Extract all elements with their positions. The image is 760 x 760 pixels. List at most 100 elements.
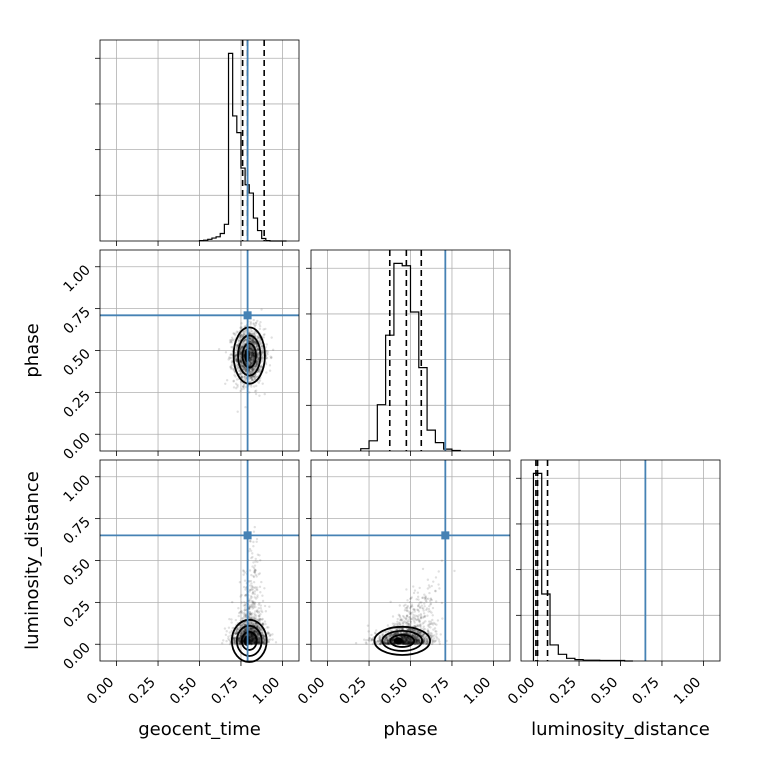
- sample-point: [251, 358, 255, 361]
- sample-point: [250, 336, 253, 340]
- sample-point: [241, 367, 245, 371]
- sample-point: [251, 351, 254, 355]
- sample-point: [239, 355, 243, 359]
- sample-point: [256, 346, 259, 349]
- sample-point: [254, 614, 258, 617]
- sample-point: [251, 360, 254, 363]
- sample-point: [248, 340, 251, 343]
- sample-point: [400, 635, 404, 639]
- sample-point: [230, 360, 234, 364]
- sample-point: [365, 638, 368, 642]
- sample-point: [244, 604, 247, 607]
- sample-point: [409, 640, 412, 644]
- sample-point: [248, 347, 252, 351]
- sample-point: [223, 627, 227, 630]
- sample-point: [251, 369, 255, 373]
- sample-point: [230, 618, 233, 621]
- sample-point: [236, 345, 239, 348]
- sample-point: [402, 622, 405, 626]
- sample-point: [252, 323, 256, 326]
- sample-point: [225, 639, 228, 643]
- sample-point: [411, 616, 415, 619]
- x-tick-label: 0.25: [337, 675, 370, 708]
- sample-point: [438, 587, 441, 590]
- sample-point: [261, 350, 264, 354]
- sample-point: [244, 339, 248, 342]
- sample-point: [220, 641, 224, 645]
- sample-point: [248, 344, 251, 347]
- sample-point: [240, 348, 243, 352]
- sample-point: [233, 334, 237, 337]
- sample-point: [239, 359, 242, 363]
- sample-point: [243, 606, 247, 610]
- sample-point: [234, 359, 237, 363]
- sample-point: [239, 352, 242, 356]
- sample-point: [249, 371, 253, 374]
- sample-point: [241, 364, 244, 367]
- sample-point: [251, 359, 254, 362]
- sample-point: [239, 359, 243, 363]
- sample-point: [256, 360, 260, 364]
- sample-point: [398, 604, 402, 607]
- sample-point: [252, 354, 255, 357]
- panel-luminosity_distance-hist: 0.00 0.25 0.50 0.75 1.00: [505, 459, 721, 708]
- sample-point: [248, 377, 251, 380]
- truth-marker: [441, 531, 450, 540]
- sample-point: [249, 377, 252, 380]
- sample-point: [248, 346, 252, 350]
- sample-point: [422, 621, 426, 624]
- sample-point: [249, 347, 252, 351]
- sample-point: [235, 387, 238, 390]
- sample-point: [400, 619, 404, 622]
- sample-point: [266, 353, 269, 356]
- sample-point: [243, 332, 246, 336]
- sample-point: [268, 364, 272, 367]
- sample-point: [261, 345, 264, 348]
- sample-point: [354, 641, 358, 645]
- sample-point: [240, 335, 243, 339]
- y-axis-label-luminosity_distance: luminosity_distance: [22, 471, 43, 650]
- sample-point: [249, 356, 253, 360]
- sample-point: [250, 367, 254, 371]
- sample-point: [251, 590, 255, 594]
- sample-point: [250, 356, 253, 359]
- sample-point: [249, 358, 252, 362]
- density-contour: [237, 334, 262, 377]
- sample-point: [259, 618, 262, 621]
- sample-point: [250, 353, 253, 356]
- sample-point: [264, 622, 267, 626]
- y-tick-label: 0.25: [60, 388, 93, 421]
- sample-point: [250, 346, 254, 350]
- sample-point: [250, 377, 253, 380]
- sample-point: [242, 573, 245, 576]
- sample-point: [251, 565, 254, 568]
- sample-point: [238, 581, 242, 584]
- sample-point: [248, 344, 252, 348]
- sample-point: [271, 348, 275, 351]
- sample-point: [250, 348, 253, 351]
- sample-point: [368, 639, 371, 642]
- sample-point: [251, 347, 254, 350]
- sample-point: [271, 638, 274, 641]
- sample-point: [227, 626, 231, 629]
- sample-point: [254, 373, 257, 377]
- sample-point: [241, 368, 245, 371]
- sample-point: [413, 608, 417, 611]
- sample-point: [252, 356, 255, 360]
- sample-point: [249, 358, 252, 361]
- sample-point: [251, 358, 255, 362]
- sample-point: [251, 352, 254, 355]
- sample-point: [256, 357, 260, 361]
- sample-point: [252, 368, 256, 371]
- sample-point: [249, 360, 252, 364]
- sample-point: [247, 340, 251, 343]
- sample-point: [396, 632, 400, 635]
- sample-point: [236, 368, 239, 371]
- sample-point: [248, 340, 252, 343]
- sample-point: [250, 340, 253, 343]
- sample-point: [235, 355, 238, 358]
- sample-point: [425, 600, 428, 603]
- sample-point: [257, 603, 261, 606]
- sample-point: [234, 632, 238, 636]
- sample-point: [257, 336, 261, 339]
